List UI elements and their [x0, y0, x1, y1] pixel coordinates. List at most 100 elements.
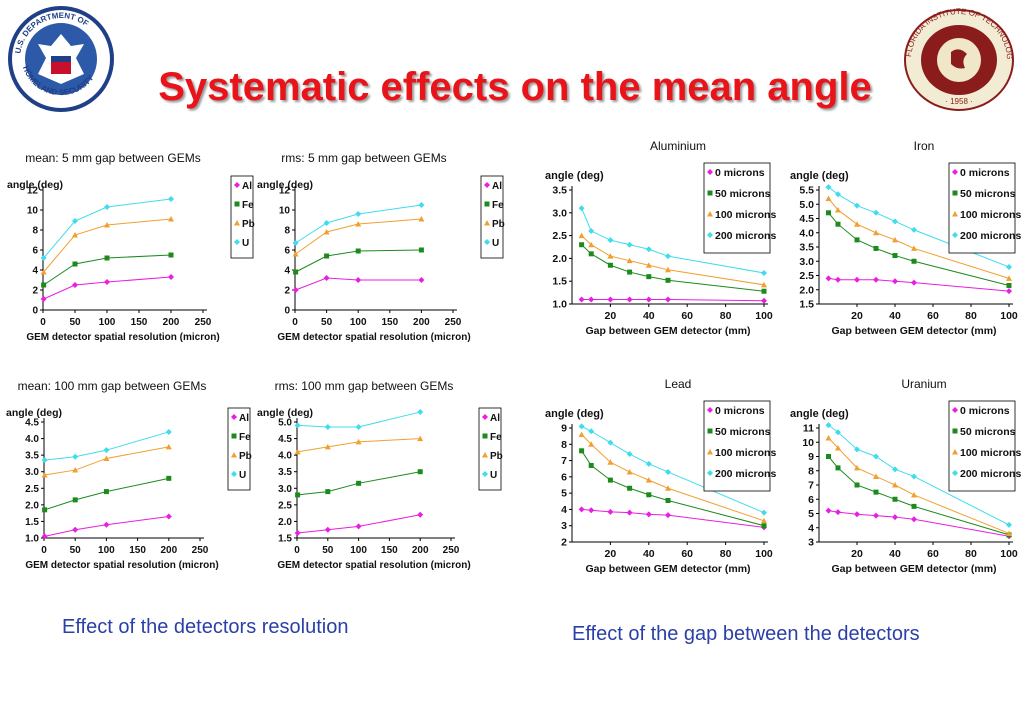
chart-legend: 0 microns 50 microns 100 microns 200 micron…: [948, 162, 1021, 254]
data-point: [40, 255, 47, 261]
x-tick-label: 250: [195, 317, 212, 328]
data-point: [103, 489, 109, 495]
y-tick-label: 3.0: [799, 256, 814, 268]
data-point: [355, 438, 362, 445]
data-point: [355, 277, 362, 283]
x-tick-label: 50: [322, 545, 334, 556]
x-tick-label: 100: [755, 548, 773, 560]
data-point: [166, 475, 172, 481]
series-line: [297, 514, 421, 534]
data-point: [911, 258, 917, 264]
x-tick-label: 60: [927, 310, 939, 322]
caption-gap: Effect of the gap between the detectors: [572, 623, 920, 645]
data-point: [578, 232, 585, 239]
data-point: [626, 468, 633, 475]
chart-title: rms: 5 mm gap between GEMs: [281, 151, 446, 165]
data-point: [761, 297, 767, 304]
data-point: [72, 526, 79, 533]
legend-label: Al: [492, 181, 502, 192]
legend-marker: [234, 239, 240, 245]
series-100-microns: [825, 195, 1012, 281]
series-fe: [41, 252, 174, 288]
series-line: [44, 515, 169, 537]
y-tick-label: 10: [279, 206, 291, 217]
chart-rms-100mm: rms: 100 mm gap between GEMs angle (deg) G…: [257, 379, 503, 571]
x-tick-label: 80: [965, 310, 977, 322]
data-point: [892, 236, 898, 243]
data-point: [892, 482, 898, 488]
legend-marker: [707, 428, 713, 434]
series-line: [43, 198, 172, 259]
x-tick-label: 200: [163, 317, 180, 328]
legend-label: 50 microns: [960, 426, 1016, 438]
legend-label: Fe: [242, 200, 254, 211]
chart-title: mean: 5 mm gap between GEMs: [25, 151, 200, 165]
series-line: [44, 446, 169, 476]
legend-label: Al: [490, 413, 500, 424]
legend-marker: [231, 414, 237, 420]
data-point: [825, 434, 832, 441]
data-point: [355, 248, 361, 254]
series-line: [297, 438, 421, 453]
data-point: [292, 287, 299, 293]
y-tick-label: 3.0: [552, 207, 567, 219]
y-tick-label: 0: [284, 306, 290, 317]
data-point: [355, 221, 362, 227]
chart-mean-100mm: mean: 100 mm gap between GEMs angle (deg)…: [6, 379, 252, 571]
x-tick-label: 40: [889, 548, 901, 560]
x-tick-label: 100: [755, 310, 773, 322]
data-point: [588, 251, 594, 257]
data-point: [104, 279, 110, 285]
legend-label: Fe: [490, 432, 502, 443]
legend-marker: [952, 428, 958, 434]
data-point: [588, 241, 595, 248]
data-point: [627, 485, 633, 491]
y-tick-label: 5.0: [799, 199, 814, 211]
data-point: [607, 439, 614, 446]
data-point: [1006, 275, 1012, 281]
data-point: [665, 512, 671, 519]
y-tick-label: 3: [808, 537, 814, 549]
y-tick-label: 11: [803, 423, 814, 435]
legend-label: 0 microns: [960, 167, 1010, 179]
data-point: [588, 228, 595, 235]
y-tick-label: 4: [284, 266, 290, 277]
data-point: [355, 523, 362, 530]
y-tick-label: 3.0: [25, 467, 39, 478]
legend-label: Pb: [242, 219, 255, 230]
x-tick-label: 0: [294, 545, 300, 556]
data-point: [854, 202, 860, 209]
data-point: [626, 509, 633, 516]
legend-marker: [952, 211, 958, 217]
legend-label: 100 microns: [715, 447, 776, 459]
data-point: [72, 497, 78, 503]
series-line: [295, 249, 422, 273]
y-tick-label: 3.5: [25, 451, 39, 462]
x-tick-label: 100: [350, 545, 367, 556]
x-tick-label: 100: [98, 545, 115, 556]
data-point: [761, 288, 767, 294]
y-tick-label: 6: [808, 494, 814, 506]
legend-box: [227, 407, 251, 491]
x-tick-label: 50: [321, 317, 333, 328]
y-tick-label: 4: [561, 504, 567, 516]
data-point: [72, 261, 78, 267]
y-tick-label: 6: [32, 246, 38, 257]
series-200-microns: [825, 422, 1012, 528]
legend-marker: [707, 211, 713, 217]
data-point: [873, 489, 879, 495]
data-point: [646, 274, 652, 280]
y-tick-label: 1.5: [278, 534, 292, 545]
data-point: [417, 469, 423, 475]
data-point: [825, 184, 832, 191]
data-point: [626, 451, 633, 458]
series-pb: [292, 216, 425, 257]
data-point: [825, 507, 832, 514]
data-point: [665, 296, 671, 303]
chart-mean-5mm: mean: 5 mm gap between GEMs angle (deg) GE…: [7, 151, 255, 343]
legend-label: U: [242, 238, 249, 249]
legend-label: 200 microns: [960, 230, 1021, 242]
data-point: [645, 477, 652, 483]
data-point: [627, 269, 633, 275]
series-fe: [293, 247, 424, 275]
